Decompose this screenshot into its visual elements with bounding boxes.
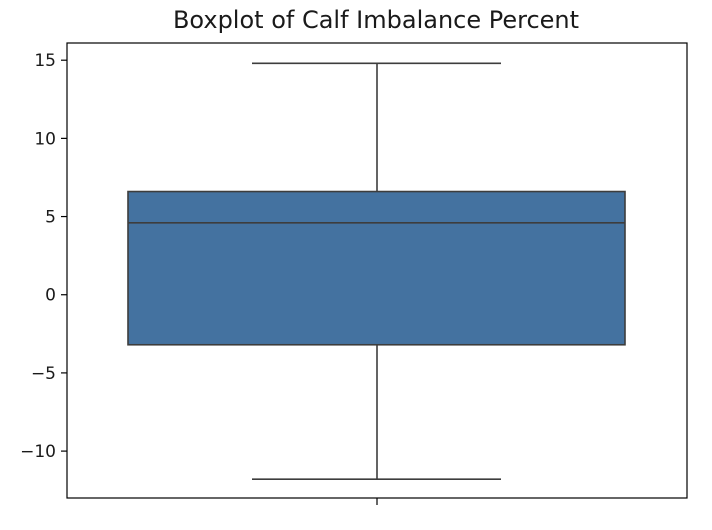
y-tick-label: 0 <box>45 286 56 306</box>
plot-area <box>127 62 626 481</box>
chart-title: Boxplot of Calf Imbalance Percent <box>173 6 579 34</box>
y-tick-label: −10 <box>20 442 56 462</box>
y-tick-label: 10 <box>34 129 56 149</box>
y-axis: −10 −5 0 5 10 15 <box>20 42 688 505</box>
y-tick-label: 5 <box>45 208 56 228</box>
y-tick-label: −5 <box>31 364 56 384</box>
iqr-box <box>127 190 626 346</box>
y-tick-label: 15 <box>34 51 56 71</box>
